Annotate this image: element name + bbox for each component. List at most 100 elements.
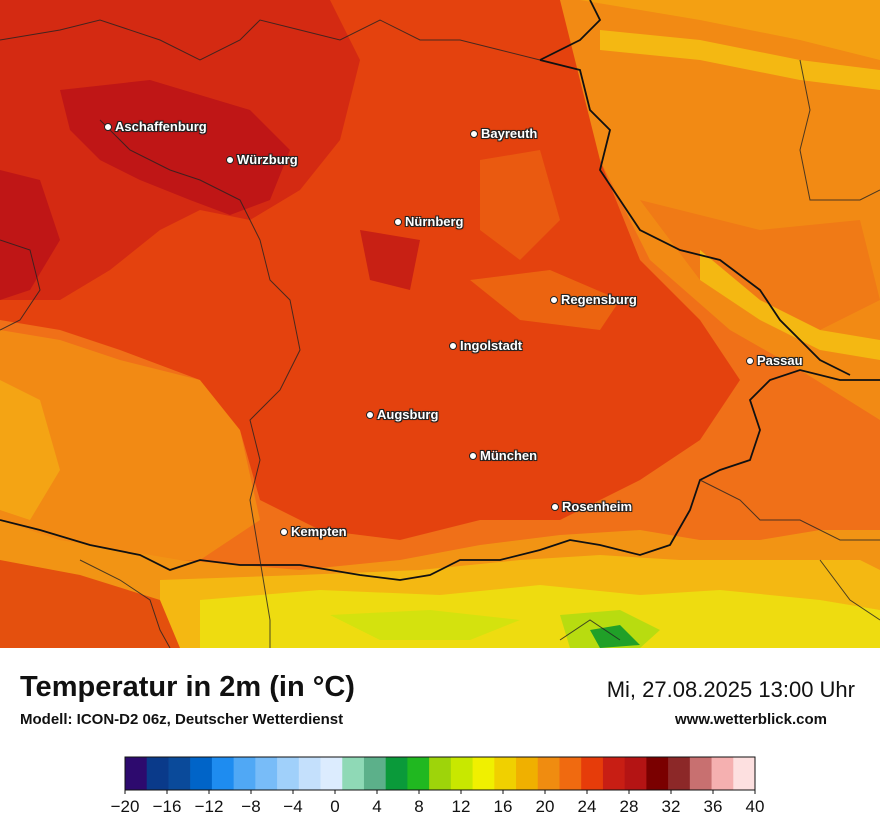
color-scale-cell [255,757,278,790]
city-marker[interactable]: Bayreuth [470,126,537,141]
color-scale-tick-label: 4 [372,797,381,816]
city-marker[interactable]: Aschaffenburg [104,119,207,134]
color-scale-cells [125,757,756,790]
color-scale-tick-label: 24 [578,797,597,816]
temp-zone-southwest [0,330,260,560]
color-scale-cell [125,757,148,790]
color-scale-cell [407,757,430,790]
color-scale-tick-label: 12 [452,797,471,816]
color-scale-tick-label: 0 [330,797,339,816]
city-dot [104,122,112,131]
color-scale-tick-label: 20 [536,797,555,816]
city-dot [394,217,402,226]
border-switzerland [79,559,171,648]
city-label: Passau [757,353,803,368]
city-label: Nürnberg [405,214,464,229]
map-title: Temperatur in 2m (in °C) [20,671,355,703]
city-label: Aschaffenburg [115,119,207,134]
city-label: München [480,448,538,463]
temperature-map [0,0,880,648]
city-marker[interactable]: Würzburg [226,152,298,167]
color-scale-tick-label: 32 [662,797,681,816]
color-scale-cell [277,757,300,790]
color-scale-cell [168,757,191,790]
forecast-datetime: Mi, 27.08.2025 13:00 Uhr [606,677,855,702]
city-marker[interactable]: Kempten [280,524,347,539]
border-hesse [0,239,41,331]
website-link[interactable]: www.wetterblick.com [675,711,827,728]
temp-zone-lake-constance [0,560,180,648]
city-dot [470,129,478,138]
city-label: Würzburg [237,152,298,167]
city-dot [449,341,457,350]
city-dot [280,527,288,536]
city-dot [746,356,754,365]
city-dot [366,410,374,419]
color-scale-tick-label: 16 [494,797,513,816]
city-label: Kempten [291,524,347,539]
color-scale-cell [711,757,734,790]
color-scale-cell [385,757,408,790]
temp-zone-wuerzburg-hot [60,80,290,215]
city-label: Augsburg [377,407,439,422]
color-scale-legend: −20 −16 −12 −8 −4 0 4 8 12 16 20 24 28 32 36 40 [111,756,765,816]
color-scale-tick-label: 36 [704,797,723,816]
city-dot [469,451,477,460]
temp-zone-czech-warm [640,200,880,330]
city-marker[interactable]: Nürnberg [394,214,464,229]
color-scale-tick-label: 28 [620,797,639,816]
color-scale-ticks: −20 −16 −12 −8 −4 0 4 8 12 16 20 24 28 32 36 40 [111,790,765,816]
temp-zone-nuernberg-hot [360,230,420,290]
color-scale-tick-label: −16 [153,797,182,816]
color-scale-cell [689,757,713,790]
color-scale-tick-label: −4 [283,797,302,816]
color-scale-cell [472,757,495,790]
color-scale-tick-label: 8 [414,797,423,816]
city-marker[interactable]: Augsburg [366,407,438,422]
color-scale-cell [516,757,539,790]
color-scale-cell [429,757,452,790]
color-scale-cell [211,757,235,790]
border-bawue [99,119,301,648]
color-scale-cell [298,757,322,790]
temp-zone-bavarian-forest [700,250,880,360]
border-tyrol [559,619,621,641]
color-scale-tick-label: −8 [241,797,260,816]
model-source: Modell: ICON-D2 06z, Deutscher Wetterdie… [20,711,344,728]
color-scale-cell [320,757,343,790]
city-marker[interactable]: Passau [746,353,803,368]
color-scale-cell [733,757,756,790]
city-label: Rosenheim [562,499,633,514]
color-scale-cell [363,757,387,790]
color-scale-cell [494,757,517,790]
color-scale-cell [668,757,691,790]
city-dot [550,295,558,304]
temp-zone-west-cool [0,380,60,520]
color-scale-cell [581,757,604,790]
color-scale-cell [624,757,647,790]
temp-zone-northeast-cool [580,0,880,60]
city-marker[interactable]: Rosenheim [551,499,632,514]
color-scale-tick-label: −12 [195,797,224,816]
temp-zone-regensburg [470,270,620,330]
color-scale-cell [450,757,474,790]
color-scale-cell [233,757,256,790]
city-dot [226,155,234,164]
color-scale-cell [342,757,365,790]
temp-zone-alps-peak-1 [330,610,520,640]
color-scale-tick-label: −20 [111,797,140,816]
border-austria-region [699,479,880,541]
city-label: Bayreuth [481,126,538,141]
border-austria [0,369,880,581]
temp-zone-oberpfalz [480,150,560,260]
state-borders [0,19,880,648]
city-marker[interactable]: München [469,448,537,463]
border-thuringia [0,19,541,61]
color-scale-tick-label: 40 [746,797,765,816]
city-label: Ingolstadt [460,338,523,353]
color-scale-cell [146,757,169,790]
border-salzburg [819,559,880,621]
color-scale-cell [190,757,213,790]
city-marker[interactable]: Regensburg [550,292,637,307]
city-marker[interactable]: Ingolstadt [449,338,522,353]
